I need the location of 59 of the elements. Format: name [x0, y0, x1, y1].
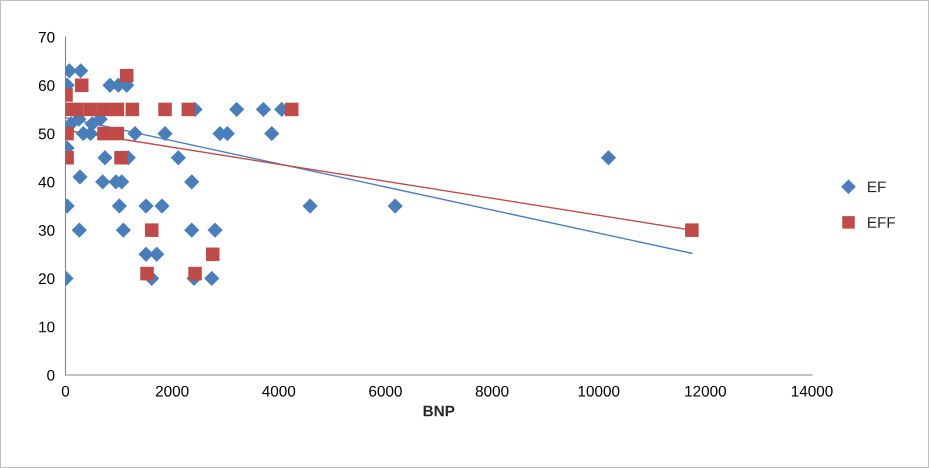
point — [264, 126, 280, 142]
point — [144, 223, 158, 237]
point — [184, 222, 200, 238]
x-tick-label: 8000 — [476, 386, 508, 397]
point — [158, 102, 172, 116]
point — [182, 102, 196, 116]
point — [184, 174, 200, 190]
point — [157, 126, 173, 142]
x-tick-label: 4000 — [262, 386, 296, 397]
x-tick-label: 2000 — [156, 386, 189, 397]
point — [97, 126, 111, 140]
y-tick-label: 40 — [38, 176, 54, 188]
point — [229, 102, 244, 118]
point — [74, 78, 88, 92]
point — [256, 102, 271, 118]
point — [154, 198, 170, 214]
y-tick-label: 70 — [38, 32, 54, 43]
point — [600, 150, 616, 166]
point — [116, 222, 131, 238]
y-tick-label: 50 — [38, 128, 54, 140]
point — [207, 222, 223, 238]
point — [70, 102, 84, 116]
point — [97, 102, 111, 116]
point — [120, 68, 134, 82]
point — [388, 198, 403, 214]
x-tick-label: 14000 — [792, 386, 833, 397]
point — [284, 102, 299, 116]
legend-label: EFF — [868, 217, 896, 228]
point — [126, 102, 140, 116]
point — [112, 198, 127, 214]
y-tick-label: 10 — [39, 322, 54, 332]
point — [97, 150, 113, 166]
point — [72, 222, 87, 238]
point — [206, 248, 220, 262]
x-tick-label: 0 — [62, 386, 70, 397]
x-axis-title: BNP — [424, 406, 454, 416]
legend-label: EF — [868, 182, 886, 192]
x-tick-label: 6000 — [369, 386, 402, 397]
point — [127, 126, 143, 142]
point — [302, 198, 318, 214]
y-tick-label: 20 — [38, 273, 54, 284]
point — [188, 266, 202, 280]
point — [114, 150, 128, 164]
point — [72, 169, 88, 185]
y-tick-label: 60 — [38, 80, 54, 91]
point — [140, 266, 154, 280]
point — [204, 270, 220, 286]
y-tick-label: 0 — [47, 370, 54, 381]
point — [685, 223, 699, 237]
point — [73, 63, 88, 78]
y-tick-label: 30 — [38, 225, 54, 236]
x-tick-label: 12000 — [685, 386, 726, 397]
point — [84, 102, 98, 116]
point — [110, 102, 124, 116]
point — [110, 126, 124, 140]
point — [95, 174, 110, 190]
point — [138, 198, 154, 214]
x-tick-label: 10000 — [578, 386, 620, 397]
point — [170, 150, 186, 166]
